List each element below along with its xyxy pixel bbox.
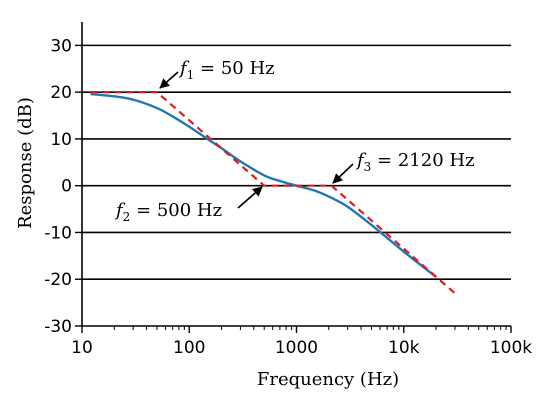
annotation-label: f3 = 2120 Hz bbox=[355, 150, 475, 174]
y-tick-label: 0 bbox=[61, 177, 72, 197]
annotation-label: f1 = 50 Hz bbox=[178, 58, 275, 82]
annotation-arrow bbox=[237, 186, 263, 209]
y-tick-label: 30 bbox=[50, 36, 72, 56]
y-tick-label: -10 bbox=[44, 223, 72, 243]
y-tick-label: -20 bbox=[44, 270, 72, 290]
annotation-arrow bbox=[332, 163, 354, 184]
x-tick-label: 10 bbox=[71, 338, 93, 358]
x-axis-title: Frequency (Hz) bbox=[257, 369, 399, 390]
y-tick-label: -30 bbox=[44, 317, 72, 337]
axes: -30 -20 -10 0 10 20 30 10 100 1000 10k 100k bbox=[44, 22, 532, 358]
y-tick-label: 20 bbox=[50, 83, 72, 103]
annotation-arrow bbox=[159, 71, 179, 89]
x-tick-label: 1000 bbox=[275, 338, 318, 358]
series-asymptote-dashed bbox=[90, 91, 456, 295]
y-tick-label: 10 bbox=[50, 130, 72, 150]
x-tick-label: 10k bbox=[388, 338, 420, 358]
x-tick-label: 100 bbox=[173, 338, 205, 358]
x-tick-label: 100k bbox=[490, 338, 532, 358]
y-axis-title: Response (dB) bbox=[15, 97, 36, 229]
annotation-label: f2 = 500 Hz bbox=[114, 200, 222, 224]
annotations: f1 = 50 Hz f2 = 500 Hz f3 = 2120 Hz bbox=[114, 58, 475, 224]
series-layer bbox=[90, 91, 456, 295]
series-response-curve bbox=[90, 92, 437, 278]
